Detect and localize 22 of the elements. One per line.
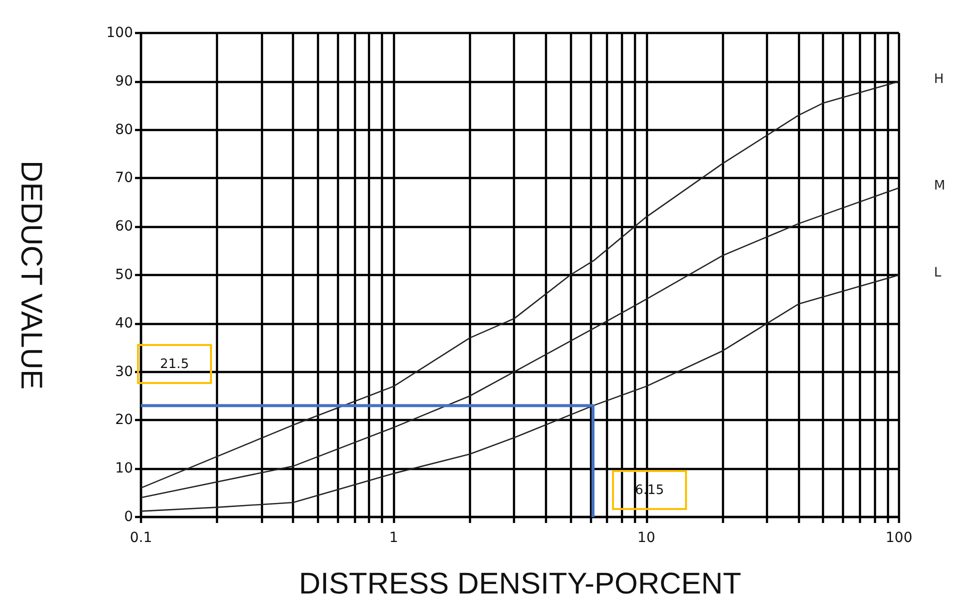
x-tick-label: 10 [637, 530, 656, 546]
x-tick-label: 1 [389, 530, 398, 546]
y-tick-label: 70 [115, 170, 133, 186]
y-tick-label: 40 [115, 315, 133, 332]
annotation: 21.5 [160, 356, 189, 372]
text: M [934, 178, 946, 194]
y-tick-label: 20 [115, 412, 133, 428]
y-tick-label: 10 [115, 460, 133, 477]
y-tick-label: 100 [106, 25, 133, 41]
label-frame: 21.5 [137, 344, 212, 384]
x-axis-title: DISTRESS DENSITY-PORCENT [298, 568, 742, 600]
y-axis-title: DEDUCT VALUE [14, 160, 48, 390]
text: H [934, 72, 944, 87]
y-tick-label: 30 [115, 364, 133, 380]
text: L [934, 266, 942, 280]
y-tick-label: 0 [124, 509, 133, 525]
y-tick-label: 80 [115, 122, 133, 138]
y-tick-label: 50 [115, 267, 133, 283]
y-tick-label: 60 [115, 218, 133, 235]
y-tick-label: 90 [115, 73, 133, 90]
x-tick-label: 0.1 [130, 530, 152, 546]
x-tick-label: 100 [886, 530, 912, 546]
